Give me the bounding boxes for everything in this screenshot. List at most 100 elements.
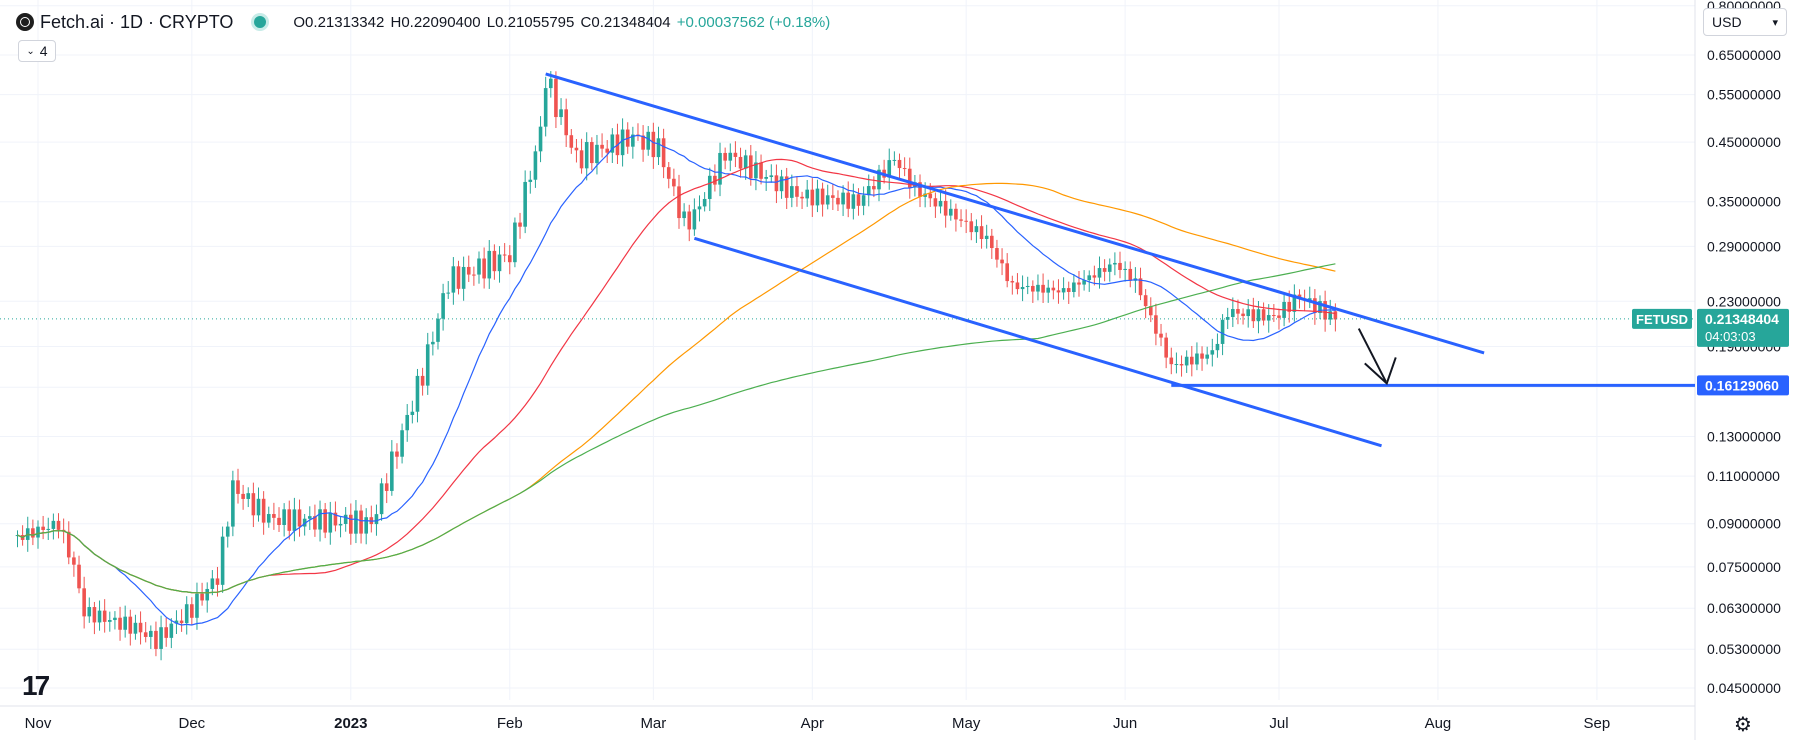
candle-up [123,616,127,630]
high-value: H0.22090400 [390,13,481,31]
y-tick-label: 0.23000000 [1707,293,1781,309]
candle-down [31,528,35,538]
candle-down [666,167,671,179]
candle-down [661,138,666,168]
candle-up [728,152,733,161]
candle-up [861,195,866,206]
candle-up [1231,309,1235,318]
candle-up [1256,309,1261,322]
market-status-icon [251,13,270,31]
candle-down [1138,278,1143,296]
candle-down [77,564,81,589]
moving-averages [17,134,1336,626]
candle-down [759,162,763,179]
candle-up [1318,301,1322,314]
candle-down [333,512,338,526]
candle-down [1241,313,1245,317]
candle-up [841,192,845,205]
candle-down [800,196,804,199]
candle-up [513,222,517,263]
candle-down [297,509,302,527]
candle-up [107,620,112,622]
close-value: C0.21348404 [580,13,671,31]
candle-up [302,518,307,527]
symbol-title[interactable]: Fetch.ai · 1D · CRYPTO [40,11,234,32]
candle-down [969,221,974,233]
candle-up [425,344,430,386]
candle-up [523,181,527,227]
candle-up [1020,287,1025,290]
y-tick-label: 0.35000000 [1707,194,1781,210]
candle-down [1128,268,1133,281]
gear-icon[interactable]: ⚙ [1734,714,1752,736]
candle-up [169,623,174,638]
candle-up [343,514,348,524]
candle-down [641,135,645,150]
candle-up [497,254,502,272]
candle-down [56,520,61,530]
candle-up [390,451,394,491]
candle-down [1287,301,1292,312]
candle-up [36,526,40,538]
candle-down [1277,315,1281,318]
currency-selector[interactable]: USD ▾ [1703,8,1787,36]
symbol-tag [1632,308,1692,329]
candle-up [431,341,435,345]
gridlines [0,0,1696,740]
candle-up [256,498,261,516]
candle-down [774,175,779,192]
candle-down [846,192,851,209]
candle-down [1251,309,1256,322]
indicators-toggle-button[interactable]: ⌄ 4 [18,40,56,62]
candle-down [1313,298,1317,314]
candle-down [359,510,363,534]
candle-down [179,620,184,624]
currency-label: USD [1712,14,1742,30]
candle-down [907,168,912,188]
candle-up [754,162,758,179]
candle-down [677,186,681,219]
candle-up [487,250,492,279]
candle-up [743,155,748,169]
y-tick-label: 0.05300000 [1707,641,1781,657]
candle-down [1000,259,1004,264]
candle-down [1200,353,1204,359]
candle-down [964,220,968,222]
x-tick-label: May [952,715,981,732]
upper-channel-line [545,72,1485,355]
candle-up [1046,287,1051,293]
candle-up [364,517,368,534]
candle-down [41,526,45,530]
candle-up [815,188,820,206]
candle-up [1220,319,1225,344]
candle-up [533,151,538,180]
candle-up [851,194,856,209]
candle-down [590,142,594,164]
candle-up [266,514,271,523]
candle-up [620,129,625,156]
candle-down [420,375,425,386]
x-tick-label: Apr [801,715,824,732]
candle-up [318,509,322,530]
candle-down [1051,287,1056,291]
candle-down [395,451,399,457]
candle-down [1010,281,1015,283]
candle-down [472,274,476,276]
candle-down [574,147,579,151]
candle-down [241,493,245,499]
candle-up [984,235,989,240]
candle-down [605,148,610,153]
candle-up [338,523,343,526]
candle-down [902,168,907,170]
candle-down [738,156,743,169]
candle-down [92,607,97,623]
candle-up [184,604,189,624]
candle-down [564,109,568,136]
candle-down [784,176,789,198]
candle-down [856,194,861,206]
candle-up [1225,317,1230,320]
arrow-head-icon [1364,357,1397,386]
candle-up [354,510,358,534]
